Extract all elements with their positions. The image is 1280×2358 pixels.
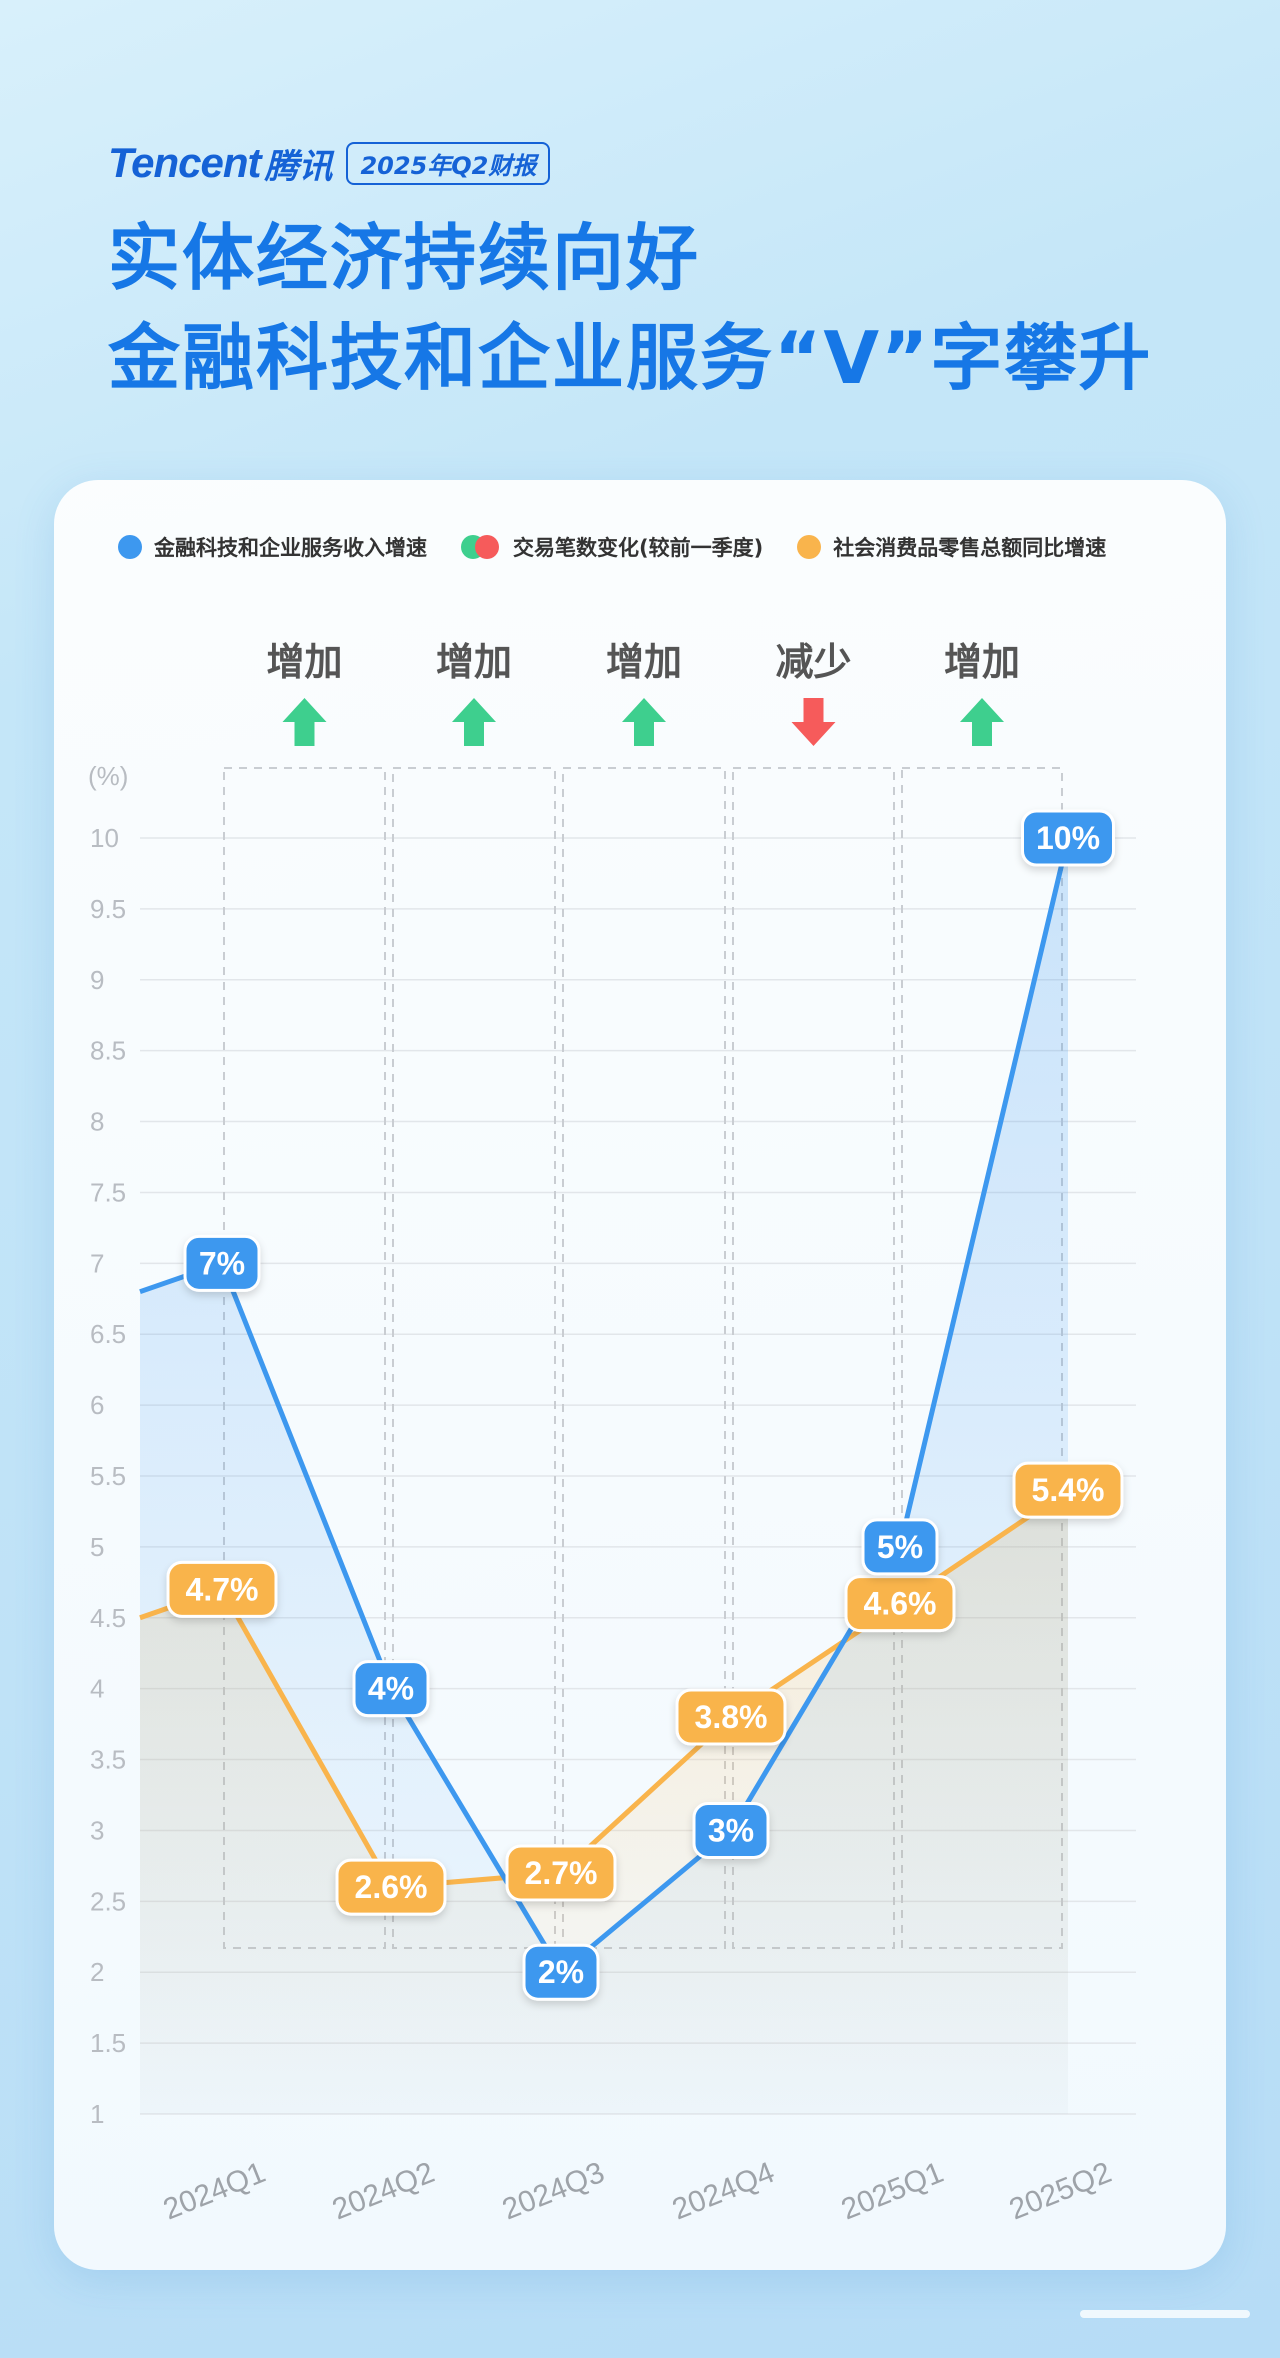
y-tick-label: 4 bbox=[90, 1674, 104, 1704]
fintech-data-label: 5% bbox=[861, 1518, 939, 1576]
retail-data-label-bg bbox=[675, 1688, 787, 1746]
retail-data-label-bg bbox=[1012, 1461, 1124, 1519]
retail-data-label: 3.8% bbox=[675, 1688, 787, 1746]
title-line-2: 金融科技和企业服务“V”字攀升 bbox=[108, 316, 1153, 400]
chart-legend: 金融科技和企业服务收入增速 交易笔数变化(较前一季度) 社会消费品零售总额同比增… bbox=[118, 532, 1106, 562]
retail-data-label-bg bbox=[166, 1560, 278, 1618]
up-arrow-icon bbox=[622, 698, 666, 746]
retail-data-label: 4.7% bbox=[166, 1560, 278, 1618]
legend-label-fintech: 金融科技和企业服务收入增速 bbox=[154, 536, 427, 560]
fintech-data-label-bg bbox=[183, 1234, 261, 1292]
y-tick-label: 1 bbox=[90, 2099, 104, 2129]
fintech-data-label-text: 5% bbox=[877, 1529, 923, 1565]
y-tick-label: 5.5 bbox=[90, 1461, 126, 1491]
y-tick-label: 3.5 bbox=[90, 1745, 126, 1775]
retail-data-label: 2.7% bbox=[505, 1844, 617, 1902]
transaction-box bbox=[562, 767, 726, 1949]
green-red-dots-icon bbox=[461, 535, 501, 559]
retail-data-label: 2.6% bbox=[335, 1858, 447, 1916]
x-tick-label: 2025Q2 bbox=[1005, 2156, 1116, 2227]
tencent-logo-cn: 腾讯 bbox=[264, 146, 333, 187]
blue-dot-icon bbox=[118, 535, 142, 559]
up-arrow-icon bbox=[452, 698, 496, 746]
fintech-data-label-text: 10% bbox=[1036, 820, 1100, 856]
fintech-data-label-bg bbox=[352, 1660, 430, 1718]
retail-data-label-text: 3.8% bbox=[695, 1699, 768, 1735]
fintech-data-label-bg bbox=[861, 1518, 939, 1576]
x-tick-label: 2025Q1 bbox=[837, 2156, 948, 2227]
fintech-data-label-bg bbox=[1021, 809, 1115, 867]
fintech-data-label-text: 7% bbox=[199, 1245, 245, 1281]
y-tick-label: 8 bbox=[90, 1107, 104, 1137]
retail-data-label-text: 5.4% bbox=[1032, 1472, 1105, 1508]
fintech-data-label-text: 2% bbox=[538, 1954, 584, 1990]
legend-label-transactions: 交易笔数变化(较前一季度) bbox=[513, 536, 764, 560]
y-tick-label: 5 bbox=[90, 1532, 104, 1562]
y-tick-label: 7 bbox=[90, 1248, 104, 1278]
transaction-box bbox=[392, 767, 556, 1949]
y-tick-label: 1.5 bbox=[90, 2028, 126, 2058]
x-tick-label: 2024Q4 bbox=[668, 2156, 779, 2227]
legend-item-fintech: 金融科技和企业服务收入增速 bbox=[118, 532, 427, 562]
transaction-label: 增加 bbox=[944, 640, 1020, 684]
y-tick-label: 9 bbox=[90, 965, 104, 995]
y-tick-label: 7.5 bbox=[90, 1177, 126, 1207]
transaction-box bbox=[732, 767, 895, 1949]
y-tick-label: 6 bbox=[90, 1390, 104, 1420]
x-tick-label: 2024Q3 bbox=[498, 2156, 609, 2227]
up-arrow-icon bbox=[960, 698, 1004, 746]
transaction-label: 增加 bbox=[266, 640, 342, 684]
y-tick-label: 10 bbox=[90, 823, 119, 853]
fintech-area bbox=[140, 838, 1068, 2114]
fintech-data-label: 7% bbox=[183, 1234, 261, 1292]
title-line-1: 实体经济持续向好 bbox=[108, 216, 701, 300]
retail-data-label: 4.6% bbox=[844, 1575, 956, 1633]
fintech-data-label-text: 4% bbox=[368, 1671, 414, 1707]
retail-data-label-bg bbox=[335, 1858, 447, 1916]
retail-data-label-text: 2.6% bbox=[355, 1869, 428, 1905]
x-tick-label: 2024Q1 bbox=[159, 2156, 270, 2227]
fintech-data-label: 4% bbox=[352, 1660, 430, 1718]
tencent-logo: Tencent bbox=[108, 139, 261, 186]
fintech-data-label-bg bbox=[692, 1801, 770, 1859]
transaction-label: 增加 bbox=[606, 640, 682, 684]
y-axis-label: (%) bbox=[88, 761, 128, 791]
fintech-data-label: 3% bbox=[692, 1801, 770, 1859]
brand-row: Tencent 腾讯 2025年Q2财报 bbox=[108, 139, 1152, 187]
y-tick-label: 6.5 bbox=[90, 1319, 126, 1349]
retail-data-label-bg bbox=[844, 1575, 956, 1633]
up-arrow-icon bbox=[282, 698, 327, 746]
fintech-data-label-bg bbox=[522, 1943, 600, 2001]
y-tick-label: 2 bbox=[90, 1957, 104, 1987]
transaction-label: 增加 bbox=[436, 640, 512, 684]
retail-data-label: 5.4% bbox=[1012, 1461, 1124, 1519]
fintech-data-label: 10% bbox=[1021, 809, 1115, 867]
retail-data-label-bg bbox=[505, 1844, 617, 1902]
report-badge: 2025年Q2财报 bbox=[346, 141, 551, 185]
y-tick-label: 4.5 bbox=[90, 1603, 126, 1633]
legend-item-transactions: 交易笔数变化(较前一季度) bbox=[461, 532, 763, 562]
page-title: 实体经济持续向好 金融科技和企业服务“V”字攀升 bbox=[108, 208, 1152, 408]
legend-label-retail: 社会消费品零售总额同比增速 bbox=[833, 536, 1107, 560]
retail-data-label-text: 2.7% bbox=[525, 1855, 598, 1891]
down-arrow-icon bbox=[791, 698, 836, 746]
scroll-handle bbox=[1080, 2310, 1250, 2318]
orange-dot-icon bbox=[797, 535, 822, 559]
retail-data-label-text: 4.7% bbox=[186, 1571, 259, 1607]
retail-data-label-text: 4.6% bbox=[864, 1586, 937, 1622]
fintech-data-label-text: 3% bbox=[708, 1812, 754, 1848]
y-tick-label: 3 bbox=[90, 1815, 104, 1845]
transaction-label: 减少 bbox=[775, 640, 851, 684]
header: Tencent 腾讯 2025年Q2财报 实体经济持续向好 金融科技和企业服务“… bbox=[108, 139, 1152, 408]
legend-item-retail: 社会消费品零售总额同比增速 bbox=[797, 532, 1106, 562]
y-tick-label: 2.5 bbox=[90, 1886, 126, 1916]
fintech-data-label: 2% bbox=[522, 1943, 600, 2001]
y-tick-label: 9.5 bbox=[90, 894, 126, 924]
y-tick-label: 8.5 bbox=[90, 1036, 126, 1066]
x-tick-label: 2024Q2 bbox=[328, 2156, 439, 2227]
